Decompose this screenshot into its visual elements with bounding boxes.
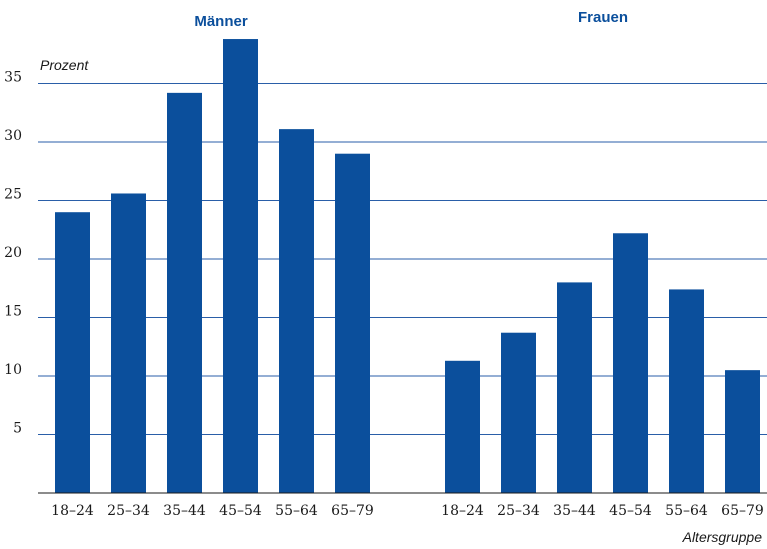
- bar-frauen-5: [725, 370, 760, 493]
- bar-frauen-0: [445, 360, 480, 493]
- bar-frauen-4: [669, 289, 704, 493]
- bar-maenner-5: [335, 153, 370, 493]
- x-tick-label: 45–54: [219, 503, 262, 519]
- x-tick-label: 55–64: [665, 503, 708, 519]
- bar-maenner-1: [111, 193, 146, 494]
- y-tick-label: 35: [4, 70, 22, 86]
- y-tick-label: 20: [4, 245, 22, 261]
- bar-frauen-2: [557, 282, 592, 493]
- bars: [55, 39, 760, 494]
- x-tick-label: 45–54: [609, 503, 652, 519]
- y-tick-label: 25: [4, 187, 22, 203]
- y-tick-labels: 5 10 15 20 25 30 35: [4, 70, 22, 437]
- x-tick-label: 18–24: [51, 503, 94, 519]
- x-tick-label: 65–79: [331, 503, 374, 519]
- x-tick-label: 35–44: [553, 503, 596, 519]
- x-tick-label: 18–24: [441, 503, 484, 519]
- y-tick-label: 5: [13, 421, 22, 437]
- x-tick-labels: 18–24 25–34 35–44 45–54 55–64 65–79 18–24 25–34…: [51, 503, 764, 519]
- x-tick-label: 65–79: [721, 503, 764, 519]
- gridlines: [38, 83, 767, 435]
- bar-maenner-4: [279, 129, 314, 493]
- y-tick-label: 15: [4, 304, 22, 320]
- x-tick-label: 25–34: [107, 503, 150, 519]
- group-title-maenner: Männer: [194, 13, 248, 30]
- x-tick-label: 35–44: [163, 503, 206, 519]
- bar-maenner-0: [55, 212, 90, 493]
- x-axis-title: Altersgruppe: [682, 529, 763, 545]
- x-tick-label: 25–34: [497, 503, 540, 519]
- bar-frauen-3: [613, 233, 648, 493]
- y-tick-label: 10: [4, 362, 22, 378]
- y-axis-title: Prozent: [40, 57, 89, 73]
- y-tick-label: 30: [4, 128, 22, 144]
- bar-maenner-2: [167, 92, 202, 494]
- bar-frauen-1: [501, 332, 536, 493]
- bar-maenner-3: [223, 39, 258, 493]
- group-title-frauen: Frauen: [578, 9, 628, 26]
- x-tick-label: 55–64: [275, 503, 318, 519]
